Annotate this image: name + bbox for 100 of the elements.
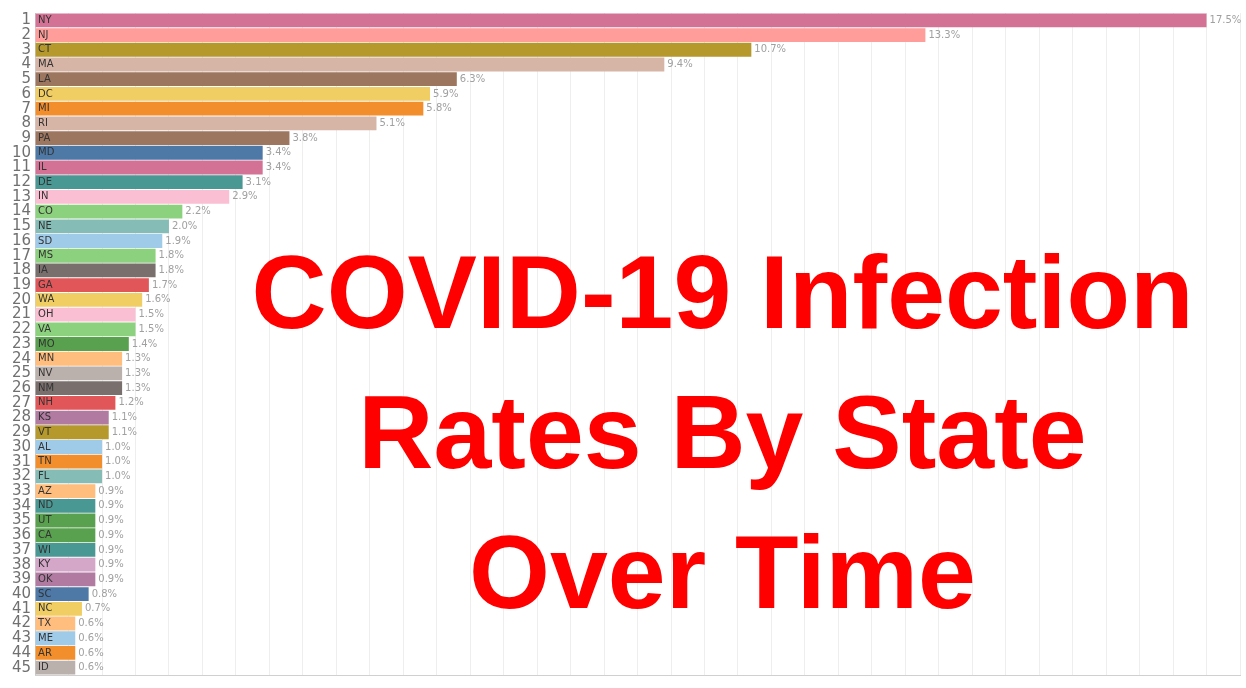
data-label: 1.3% xyxy=(125,352,151,364)
annotation: NJ xyxy=(38,28,49,40)
bar xyxy=(35,484,96,499)
bar xyxy=(35,469,103,484)
annotation: NM xyxy=(38,381,55,393)
annotation: MD xyxy=(38,146,55,158)
data-label: 2.0% xyxy=(171,219,198,231)
annotation: MA xyxy=(38,58,54,70)
data-label: 1.0% xyxy=(105,440,131,452)
annotation: GA xyxy=(38,278,53,290)
annotation: FL xyxy=(38,469,50,481)
bar xyxy=(35,395,116,410)
annotation: WA xyxy=(38,293,55,305)
data-label: 1.0% xyxy=(105,455,131,467)
annotation: OH xyxy=(38,308,54,320)
data-label: 17.5% xyxy=(1209,13,1242,25)
data-label: 1.3% xyxy=(125,367,151,379)
data-label: 1.5% xyxy=(138,322,164,334)
data-label: 0.9% xyxy=(98,558,124,570)
bar xyxy=(35,175,243,190)
annotation: KS xyxy=(38,411,51,423)
annotation: SC xyxy=(38,587,52,599)
bar xyxy=(35,219,169,234)
data-label: 5.8% xyxy=(426,102,452,114)
data-label: 1.9% xyxy=(165,234,191,246)
bar xyxy=(35,454,103,469)
bar xyxy=(35,101,424,116)
data-label: 0.9% xyxy=(98,543,124,555)
data-label: 0.9% xyxy=(98,572,124,584)
y-tick-label: 9 xyxy=(21,127,32,146)
annotation: RI xyxy=(38,116,48,128)
data-label: 1.5% xyxy=(138,308,164,320)
bar xyxy=(35,278,149,293)
annotation: VT xyxy=(38,425,52,437)
data-label: 1.1% xyxy=(111,425,138,437)
bar xyxy=(35,425,109,440)
data-label: 9.4% xyxy=(667,58,693,70)
bar xyxy=(35,116,377,131)
data-label: 0.6% xyxy=(78,617,104,629)
annotation: TN xyxy=(37,455,52,467)
y-tick-label: 6 xyxy=(21,83,32,102)
annotation: ND xyxy=(38,499,54,511)
y-tick-label: 30 xyxy=(11,436,32,455)
bar xyxy=(35,587,89,601)
y-tick-label: 16 xyxy=(11,230,32,249)
y-tick-label: 33 xyxy=(11,481,32,499)
data-label: 10.7% xyxy=(754,43,787,55)
bar xyxy=(35,292,143,307)
annotation: CT xyxy=(38,43,53,55)
annotation: CA xyxy=(38,528,53,540)
bar xyxy=(35,572,96,587)
annotation: IA xyxy=(38,264,49,276)
bar xyxy=(35,351,123,366)
bar xyxy=(35,131,290,145)
annotation: NH xyxy=(38,396,54,408)
data-label: 2.2% xyxy=(185,205,211,217)
bar xyxy=(35,248,156,263)
data-label: 1.0% xyxy=(105,469,131,481)
y-tick-label: 2 xyxy=(21,24,32,43)
y-tick-label: 23 xyxy=(11,333,32,352)
annotation: SD xyxy=(38,234,53,246)
annotation: OK xyxy=(38,572,53,584)
annotation: UT xyxy=(38,514,53,526)
bar xyxy=(35,498,96,513)
annotation: ID xyxy=(38,661,50,673)
data-label: 1.8% xyxy=(158,264,184,276)
annotation: NE xyxy=(38,219,52,231)
data-label: 2.9% xyxy=(232,190,258,202)
data-label: 1.8% xyxy=(158,249,184,261)
bar xyxy=(35,160,263,175)
data-label: 3.1% xyxy=(245,175,272,187)
bar xyxy=(35,543,96,557)
bar xyxy=(35,337,129,351)
annotation: AR xyxy=(38,646,52,658)
data-label: 0.7% xyxy=(84,602,111,614)
data-label: 0.8% xyxy=(91,587,118,599)
annotation: CO xyxy=(38,205,54,217)
annotation: DE xyxy=(38,175,53,187)
data-label: 6.3% xyxy=(459,72,486,84)
data-label: 5.9% xyxy=(433,87,459,99)
data-label: 3.4% xyxy=(265,146,292,158)
data-label: 1.1% xyxy=(111,411,138,423)
bar xyxy=(35,234,163,248)
annotation: DC xyxy=(38,87,53,99)
annotation: NV xyxy=(38,367,53,379)
bar xyxy=(35,87,431,101)
bar xyxy=(35,322,136,337)
bar xyxy=(35,72,457,87)
bar xyxy=(35,381,123,396)
annotation: MS xyxy=(38,249,54,261)
annotation: MN xyxy=(38,352,55,364)
bar xyxy=(35,263,156,278)
annotation: WI xyxy=(38,543,51,555)
annotation: KY xyxy=(38,558,52,570)
data-label: 0.6% xyxy=(78,646,104,658)
annotation: TX xyxy=(37,617,52,629)
bar xyxy=(35,557,96,572)
annotation: AL xyxy=(38,440,51,452)
bar xyxy=(35,189,230,204)
bar xyxy=(35,204,183,219)
